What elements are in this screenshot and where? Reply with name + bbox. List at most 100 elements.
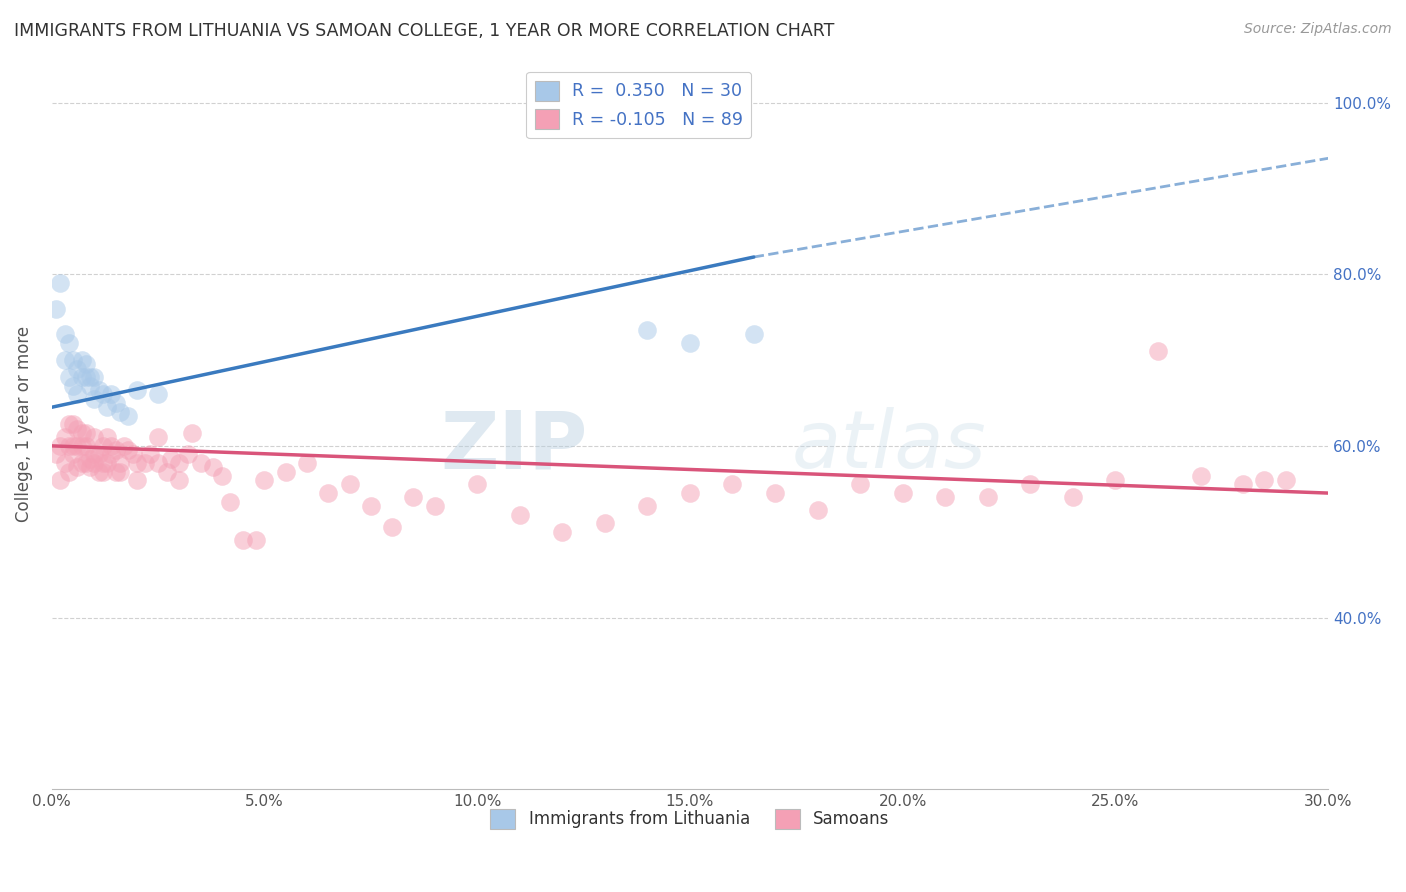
Point: [160, 451, 183, 466]
Point: [58, 417, 80, 432]
Point: [58, 370, 80, 384]
Point: [121, 447, 143, 461]
Point: [87, 465, 110, 479]
Point: [87, 383, 110, 397]
Point: [75, 456, 97, 470]
Point: [75, 439, 97, 453]
Point: [146, 456, 169, 470]
Point: [806, 503, 828, 517]
Point: [295, 456, 318, 470]
Point: [45, 447, 67, 461]
Point: [117, 409, 139, 423]
Point: [62, 439, 84, 453]
Point: [211, 469, 233, 483]
Point: [763, 486, 786, 500]
Point: [181, 425, 204, 440]
Point: [79, 370, 101, 384]
Text: IMMIGRANTS FROM LITHUANIA VS SAMOAN COLLEGE, 1 YEAR OR MORE CORRELATION CHART: IMMIGRANTS FROM LITHUANIA VS SAMOAN COLL…: [14, 22, 834, 40]
Point: [274, 465, 297, 479]
Text: ZIP: ZIP: [440, 408, 588, 485]
Point: [891, 486, 914, 500]
Point: [83, 430, 105, 444]
Point: [849, 477, 872, 491]
Point: [75, 357, 97, 371]
Point: [156, 465, 179, 479]
Point: [70, 439, 93, 453]
Point: [190, 456, 212, 470]
Point: [134, 456, 156, 470]
Point: [70, 370, 93, 384]
Point: [83, 392, 105, 406]
Point: [62, 447, 84, 461]
Point: [177, 447, 200, 461]
Point: [100, 439, 122, 453]
Point: [91, 465, 114, 479]
Y-axis label: College, 1 year or more: College, 1 year or more: [15, 326, 32, 523]
Point: [108, 465, 131, 479]
Point: [125, 456, 148, 470]
Point: [977, 491, 1000, 505]
Point: [100, 387, 122, 401]
Point: [219, 494, 242, 508]
Point: [402, 491, 425, 505]
Point: [49, 473, 72, 487]
Point: [83, 456, 105, 470]
Point: [96, 401, 118, 415]
Point: [91, 387, 114, 401]
Point: [509, 508, 531, 522]
Point: [91, 456, 114, 470]
Point: [58, 439, 80, 453]
Point: [169, 456, 191, 470]
Point: [104, 443, 127, 458]
Point: [138, 447, 160, 461]
Point: [1189, 469, 1212, 483]
Point: [721, 477, 744, 491]
Point: [96, 430, 118, 444]
Point: [636, 323, 658, 337]
Point: [53, 456, 76, 470]
Point: [423, 499, 446, 513]
Point: [117, 443, 139, 458]
Point: [679, 486, 702, 500]
Point: [202, 460, 225, 475]
Point: [100, 447, 122, 461]
Point: [253, 473, 276, 487]
Point: [146, 430, 169, 444]
Point: [66, 422, 89, 436]
Point: [381, 520, 404, 534]
Point: [91, 439, 114, 453]
Point: [70, 456, 93, 470]
Point: [87, 447, 110, 461]
Point: [62, 353, 84, 368]
Point: [75, 370, 97, 384]
Point: [169, 473, 191, 487]
Point: [742, 327, 765, 342]
Point: [593, 516, 616, 530]
Point: [70, 353, 93, 368]
Point: [66, 460, 89, 475]
Point: [1147, 344, 1170, 359]
Point: [112, 439, 135, 453]
Point: [108, 456, 131, 470]
Point: [75, 425, 97, 440]
Point: [62, 417, 84, 432]
Point: [245, 533, 267, 548]
Point: [125, 473, 148, 487]
Point: [146, 387, 169, 401]
Point: [232, 533, 254, 548]
Point: [1274, 473, 1296, 487]
Point: [1019, 477, 1042, 491]
Point: [79, 451, 101, 466]
Point: [551, 524, 574, 539]
Point: [125, 383, 148, 397]
Point: [636, 499, 658, 513]
Point: [53, 353, 76, 368]
Text: Source: ZipAtlas.com: Source: ZipAtlas.com: [1244, 22, 1392, 37]
Legend: Immigrants from Lithuania, Samoans: Immigrants from Lithuania, Samoans: [484, 802, 896, 836]
Point: [316, 486, 339, 500]
Point: [58, 335, 80, 350]
Point: [360, 499, 382, 513]
Point: [83, 447, 105, 461]
Point: [1253, 473, 1275, 487]
Point: [339, 477, 361, 491]
